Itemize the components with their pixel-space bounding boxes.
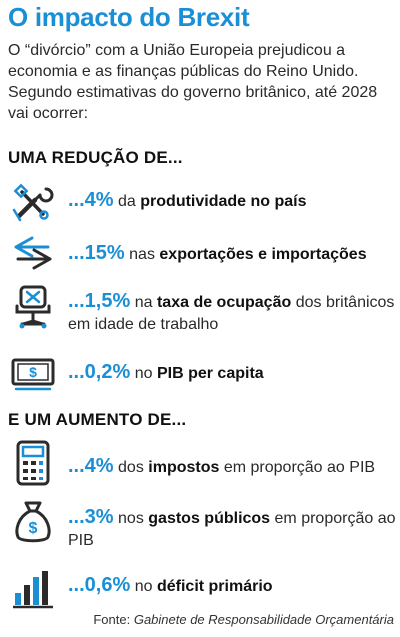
increase-item-text: ...0,6% no déficit primário xyxy=(68,574,273,596)
increase-item-text: ...3% nos gastos públicos em proporção a… xyxy=(68,506,396,549)
arrows-icon xyxy=(14,236,52,270)
reduction-item-text: ...15% nas exportações e importações xyxy=(68,242,367,264)
reduction-item-gdp-per-capita: $ ...0,2% no PIB per capita xyxy=(8,350,400,400)
banknote-icon: $ xyxy=(11,358,55,391)
office-chair-icon xyxy=(15,285,51,329)
money-bag-icon: $ xyxy=(15,501,51,543)
reduction-item-productivity: ...4% da produtividade no país xyxy=(8,180,400,230)
reduction-item-trade: ...15% nas exportações e importações xyxy=(8,230,400,280)
reduction-item-text: ...4% da produtividade no país xyxy=(68,189,307,211)
page-title: O impacto do Brexit xyxy=(8,2,250,32)
reduction-item-text: ...0,2% no PIB per capita xyxy=(68,361,264,383)
bar-chart-icon xyxy=(13,571,53,609)
increase-heading: E UM AUMENTO DE... xyxy=(8,410,187,429)
calculator-icon xyxy=(16,440,50,486)
source-text: Gabinete de Responsabilidade Orçamentári… xyxy=(133,612,394,627)
reduction-item-employment: ...1,5% na taxa de ocupação dos britânic… xyxy=(8,284,400,334)
reduction-item-text: ...1,5% na taxa de ocupação dos britânic… xyxy=(68,290,395,333)
increase-item-taxes: ...4% dos impostos em proporção ao PIB xyxy=(8,440,400,490)
increase-item-primary-deficit: ...0,6% no déficit primário xyxy=(8,565,400,615)
svg-text:$: $ xyxy=(29,520,38,537)
increase-item-text: ...4% dos impostos em proporção ao PIB xyxy=(68,455,376,477)
intro-text: O “divórcio” com a União Europeia prejud… xyxy=(8,42,378,122)
reduction-heading: UMA REDUÇÃO DE... xyxy=(8,148,183,167)
increase-item-public-spending: $ ...3% nos gastos públicos em proporção… xyxy=(8,500,400,550)
source-note: Fonte: Gabinete de Responsabilidade Orça… xyxy=(93,612,394,627)
source-label: Fonte: xyxy=(93,612,131,627)
svg-text:$: $ xyxy=(29,364,37,380)
tools-icon xyxy=(12,183,54,222)
